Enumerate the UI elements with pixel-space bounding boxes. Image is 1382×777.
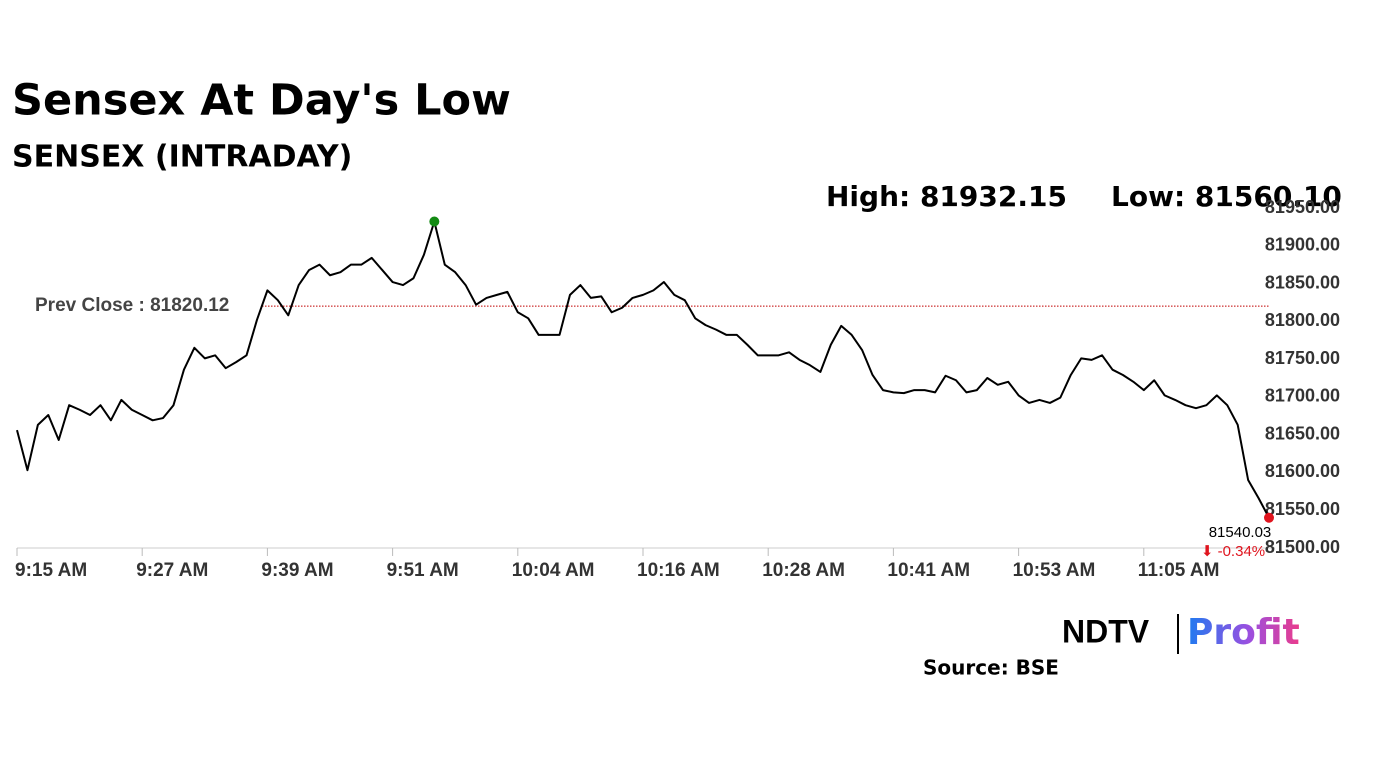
y-tick-label: 81550.00 (1265, 499, 1340, 519)
x-tick-label: 9:51 AM (387, 560, 459, 581)
y-tick-label: 81650.00 (1265, 423, 1340, 443)
source: Source: BSE (923, 656, 1059, 680)
chart-title: Sensex At Day's Low (12, 76, 511, 126)
y-tick-label: 81850.00 (1265, 272, 1340, 292)
x-tick-label: 10:16 AM (637, 560, 720, 581)
y-tick-label: 81950.00 (1265, 197, 1340, 217)
brand-name: NDTV (1062, 613, 1150, 649)
x-tick-label: 9:15 AM (15, 560, 87, 581)
y-tick-label: 81750.00 (1265, 348, 1340, 368)
x-tick-label: 11:05 AM (1138, 560, 1220, 581)
high-marker (429, 216, 440, 227)
x-tick-label: 9:27 AM (136, 560, 208, 581)
x-tick-label: 10:53 AM (1013, 560, 1096, 581)
reference-label: Prev Close : 81820.12 (35, 295, 229, 316)
x-tick-label: 10:41 AM (887, 560, 970, 581)
high-label: High: 81932.15 (826, 180, 1067, 213)
y-tick-label: 81600.00 (1265, 461, 1340, 481)
y-tick-label: 81900.00 (1265, 235, 1340, 255)
brand-product: Profit (1187, 612, 1300, 653)
x-tick-label: 10:28 AM (762, 560, 845, 581)
x-tick-label: 9:39 AM (261, 560, 333, 581)
y-tick-label: 81700.00 (1265, 386, 1340, 406)
price-line (16, 220, 1270, 519)
chart-subtitle: SENSEX (INTRADAY) (12, 140, 352, 175)
x-tick-label: 10:04 AM (512, 560, 595, 581)
last-value-label: 81540.03 (1209, 524, 1272, 541)
change-label: ⬇ -0.34% (1201, 543, 1265, 560)
low-label: Low: 81560.10 (1111, 180, 1342, 213)
y-tick-label: 81500.00 (1265, 537, 1340, 557)
y-tick-label: 81800.00 (1265, 310, 1340, 330)
last-marker (1264, 512, 1274, 523)
